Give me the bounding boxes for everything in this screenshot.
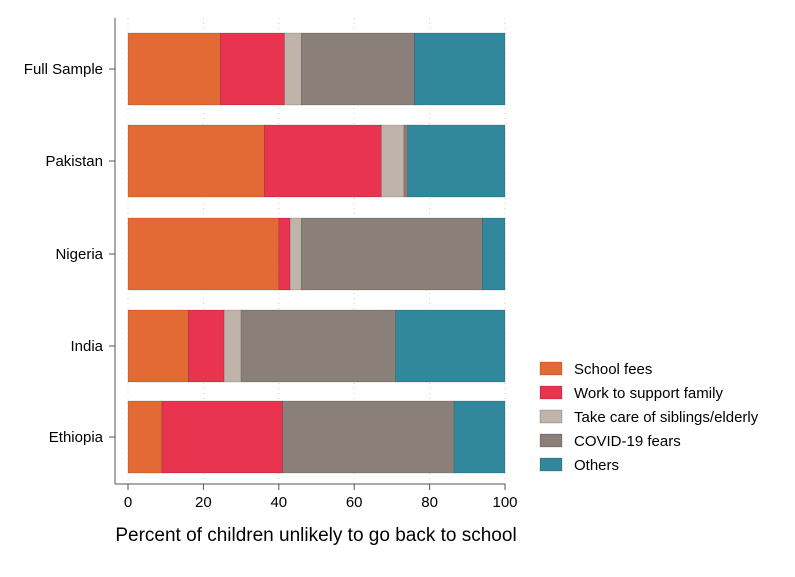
bar-india-take-care-of-siblings-elderly: [223, 309, 242, 383]
bar-india-school-fees: [127, 309, 189, 383]
bar-pakistan-work-to-support-family: [264, 124, 382, 198]
x-tick-label-80: 80: [421, 494, 438, 511]
y-tick-label-nigeria: Nigeria: [55, 246, 103, 263]
bar-nigeria-covid-19-fears: [301, 217, 483, 291]
legend-label-work-to-support-family: Work to support family: [574, 385, 723, 402]
legend-swatch-work-to-support-family: [539, 385, 563, 400]
bar-full-sample-others: [414, 32, 506, 106]
x-axis-title: Percent of children unlikely to go back …: [115, 525, 516, 546]
y-axis-ticks: Full Sample Pakistan Nigeria India Ethiopia: [24, 61, 115, 446]
bar-nigeria-take-care-of-siblings-elderly: [289, 217, 302, 291]
legend-label-others: Others: [574, 457, 619, 474]
legend: School fees Work to support family Take ca…: [539, 361, 759, 474]
legend-swatch-others: [539, 457, 563, 472]
bar-nigeria-others: [482, 217, 506, 291]
bar-ethiopia-covid-19-fears: [282, 400, 455, 474]
bar-pakistan-covid-19-fears: [403, 124, 409, 198]
y-tick-label-full-sample: Full Sample: [24, 61, 103, 78]
bar-nigeria-school-fees: [127, 217, 280, 291]
bars: [127, 32, 506, 474]
bar-pakistan-school-fees: [127, 124, 265, 198]
bar-india-work-to-support-family: [188, 309, 225, 383]
bar-pakistan-others: [407, 124, 506, 198]
bar-ethiopia-others: [453, 400, 506, 474]
y-tick-label-pakistan: Pakistan: [45, 153, 103, 170]
legend-swatch-covid-19-fears: [539, 433, 563, 448]
bar-india-others: [395, 309, 506, 383]
y-tick-label-ethiopia: Ethiopia: [49, 429, 104, 446]
x-axis-ticks: 0 20 40 60 80 100: [124, 484, 518, 511]
x-tick-label-40: 40: [270, 494, 287, 511]
legend-swatch-school-fees: [539, 361, 563, 376]
bar-ethiopia-work-to-support-family: [161, 400, 283, 474]
axes: [114, 18, 505, 485]
x-tick-label-20: 20: [195, 494, 212, 511]
legend-label-covid-19-fears: COVID-19 fears: [574, 433, 681, 450]
x-tick-label-100: 100: [492, 494, 517, 511]
bar-full-sample-work-to-support-family: [220, 32, 285, 106]
bar-pakistan-take-care-of-siblings-elderly: [381, 124, 405, 198]
bar-full-sample-covid-19-fears: [301, 32, 415, 106]
bar-nigeria-work-to-support-family: [278, 217, 291, 291]
legend-label-take-care-of-siblings-elderly: Take care of siblings/elderly: [574, 409, 759, 426]
bar-india-covid-19-fears: [240, 309, 396, 383]
y-tick-label-india: India: [70, 338, 103, 355]
bar-ethiopia-school-fees: [127, 400, 163, 474]
legend-label-school-fees: School fees: [574, 361, 652, 378]
x-tick-label-0: 0: [124, 494, 132, 511]
x-tick-label-60: 60: [346, 494, 363, 511]
bar-full-sample-take-care-of-siblings-elderly: [284, 32, 302, 106]
bar-full-sample-school-fees: [127, 32, 221, 106]
legend-swatch-take-care-of-siblings-elderly: [539, 409, 563, 424]
